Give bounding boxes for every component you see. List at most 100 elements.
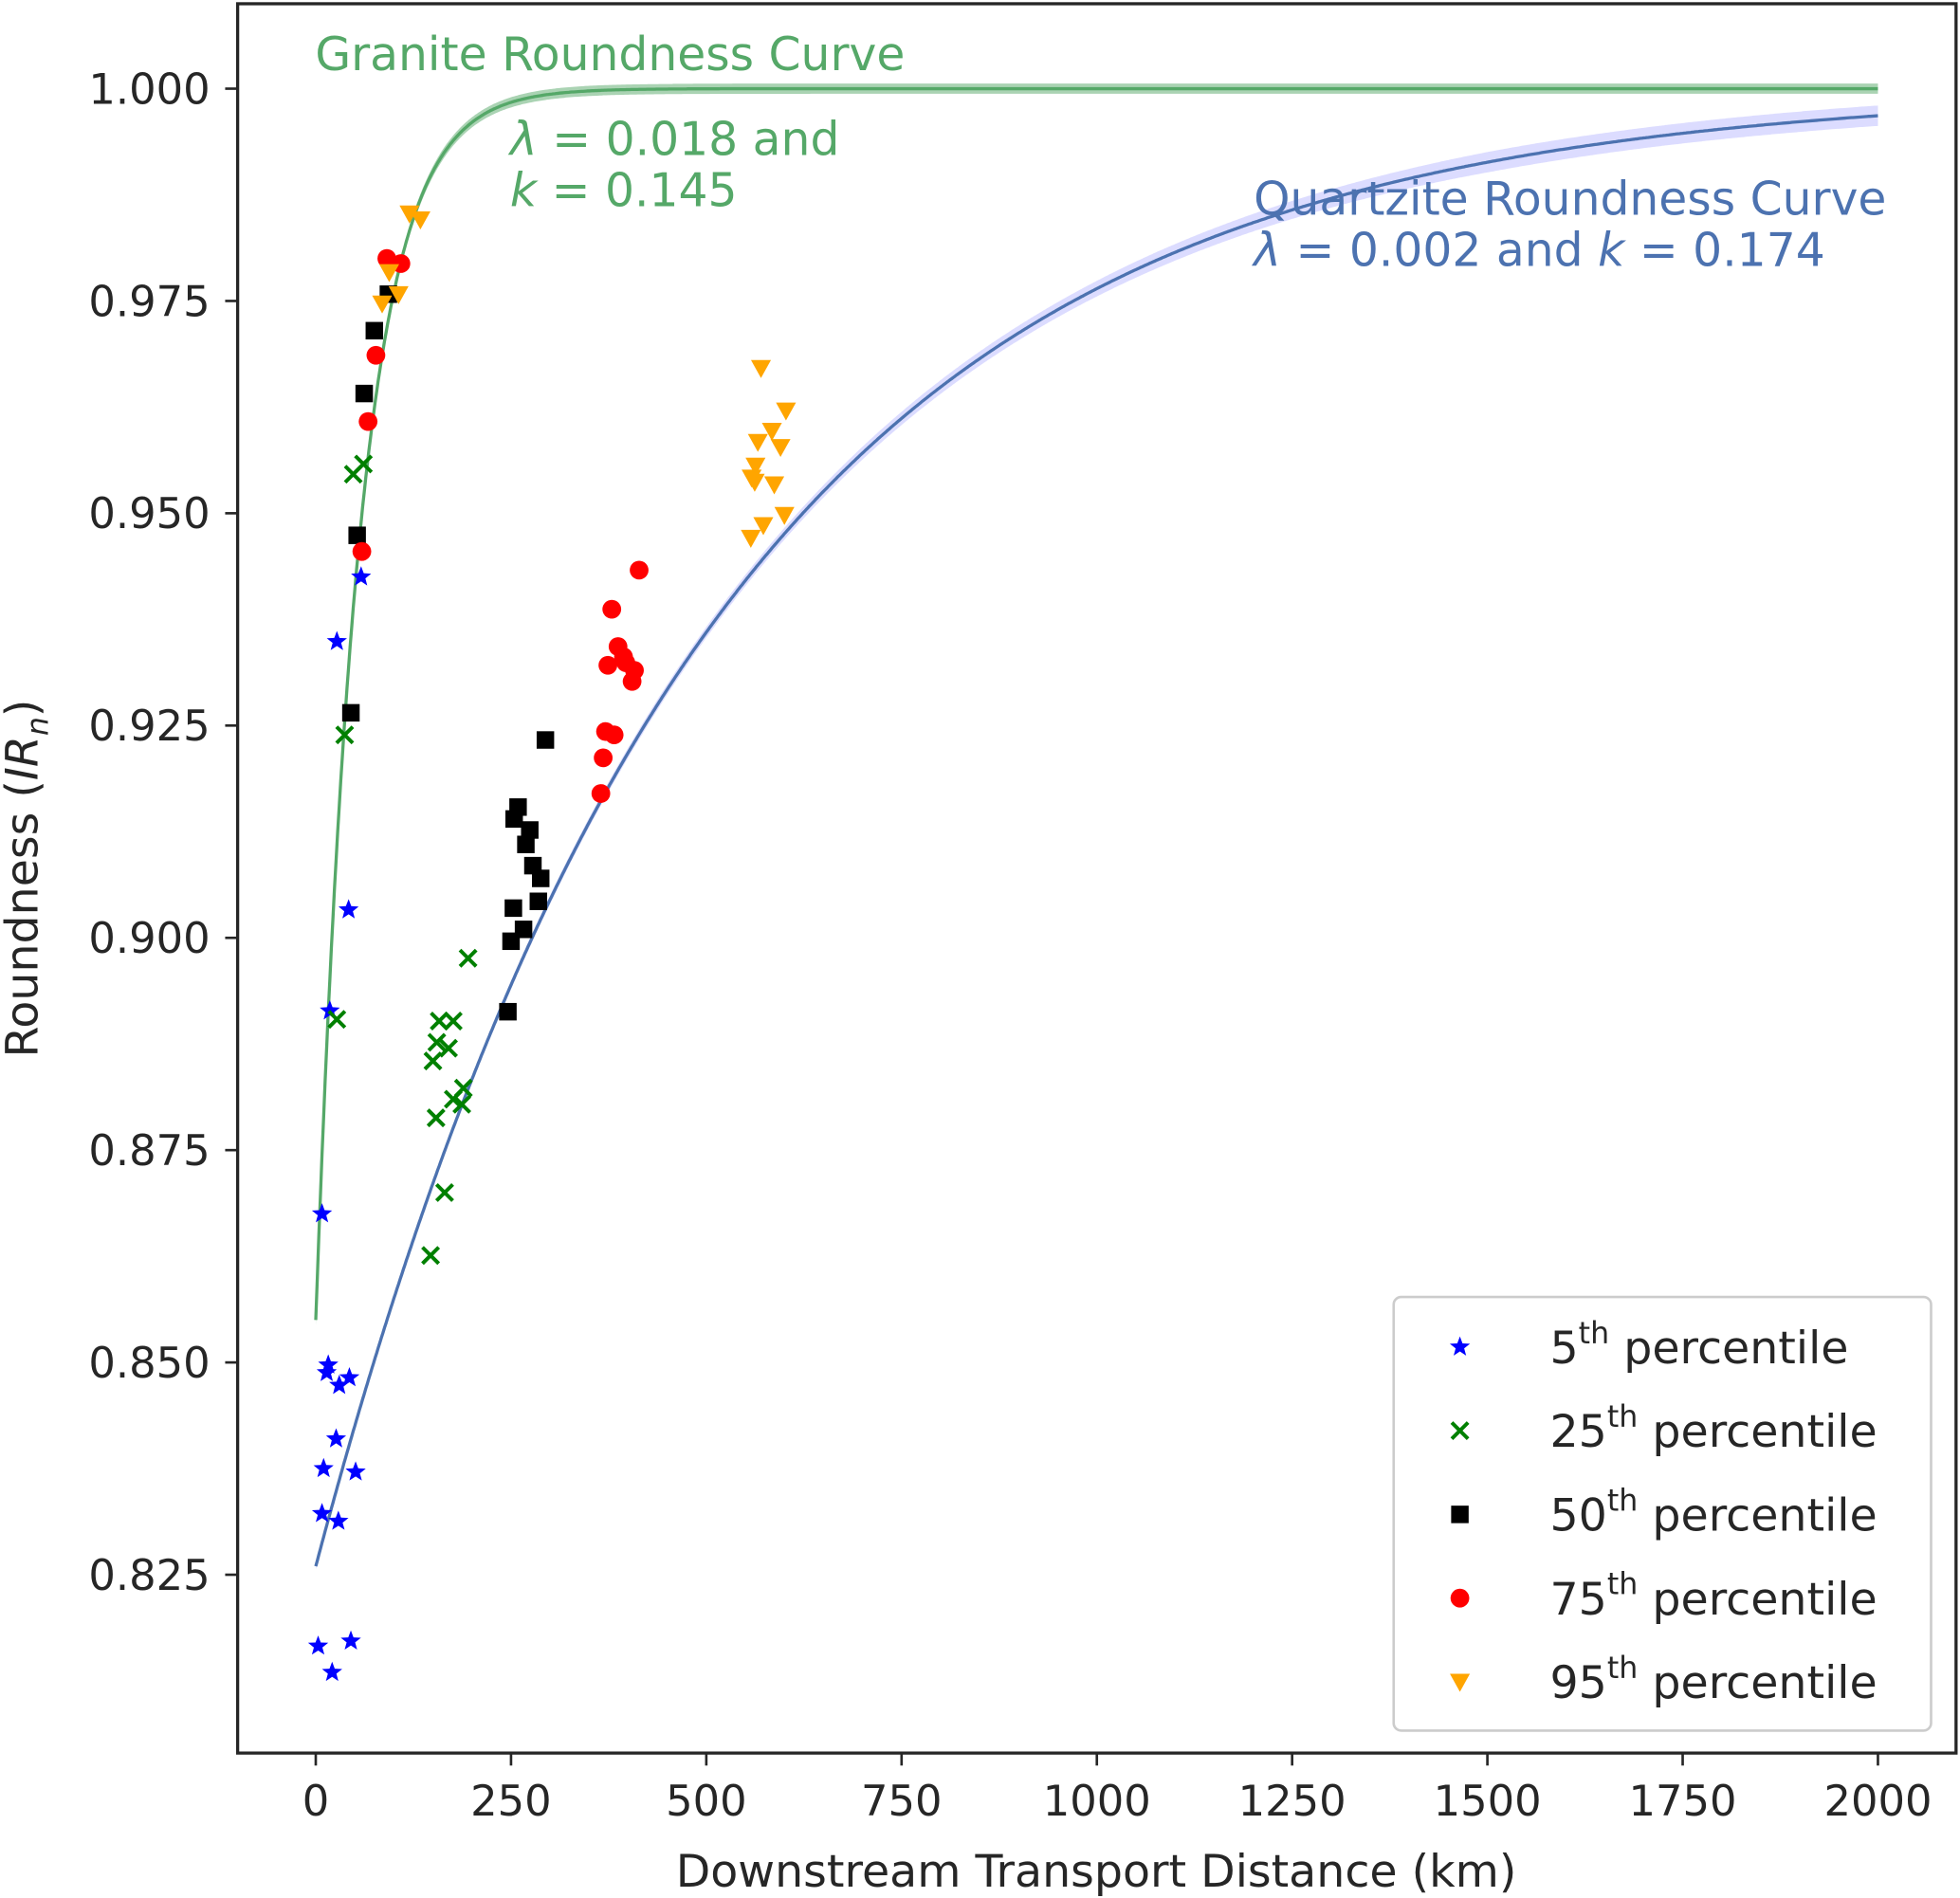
y-tick-label: 0.950 <box>88 488 210 538</box>
triangle-down-marker-95th <box>410 211 430 230</box>
star-marker-5th <box>351 566 372 586</box>
triangle-down-marker-95th <box>761 423 782 442</box>
x-marker-25th <box>444 1012 463 1031</box>
x-axis-ticks: 0 250 500 750 1000 1250 1500 1750 2000 <box>302 1753 1932 1826</box>
triangle-down-marker-95th <box>745 457 766 476</box>
triangle-down-marker-95th <box>763 476 785 495</box>
y-tick-label: 0.900 <box>88 913 210 963</box>
star-marker-5th <box>326 630 347 650</box>
svg-text:λ = 0.002 and k = 0.174: λ = 0.002 and k = 0.174 <box>1251 225 1825 278</box>
y-tick-label: 0.975 <box>88 276 210 326</box>
x-marker-25th <box>421 1246 441 1266</box>
granite-curve-line <box>314 86 1878 1321</box>
circle-marker-75th <box>622 671 642 691</box>
x-marker-25th <box>423 1051 443 1071</box>
x-marker-25th <box>452 1094 472 1114</box>
star-marker-5th <box>320 1000 340 1020</box>
x-tick-label: 750 <box>861 1776 943 1826</box>
square-marker-50th <box>529 892 547 910</box>
star-marker-5th <box>313 1457 334 1478</box>
circle-marker-75th <box>602 599 622 619</box>
y-axis-label: Roundness (IRn) <box>0 700 55 1058</box>
x-marker-25th <box>439 1038 458 1058</box>
quartzite-curve-line <box>314 114 1878 1567</box>
square-marker-50th <box>505 810 523 829</box>
legend-ordinal: 95 <box>1549 1657 1606 1709</box>
x-tick-label: 1000 <box>1043 1776 1151 1826</box>
star-marker-5th <box>340 1630 361 1650</box>
legend-marker-25th <box>1450 1421 1470 1441</box>
x-marker-25th <box>426 1108 446 1128</box>
star-marker-5th <box>339 1366 360 1387</box>
svg-text:Granite Roundness Curve: Granite Roundness Curve <box>315 28 905 82</box>
x-marker-25th <box>444 1089 463 1109</box>
x-marker-25th <box>434 1182 454 1202</box>
triangle-down-marker-95th <box>747 433 768 452</box>
legend-ordinal: 5 <box>1549 1323 1578 1375</box>
y-tick-label: 0.875 <box>88 1125 210 1176</box>
x-marker-25th <box>427 1032 447 1052</box>
triangle-down-marker-95th <box>776 402 797 421</box>
y-tick-label: 0.825 <box>88 1550 210 1600</box>
legend-ordinal-suffix: th <box>1607 1568 1638 1602</box>
star-marker-5th <box>328 1510 349 1530</box>
legend-label: 75th percentile <box>1549 1568 1877 1626</box>
legend-label: 5th percentile <box>1549 1317 1848 1375</box>
x-tick-label: 1250 <box>1238 1776 1346 1826</box>
legend-ordinal: 25 <box>1549 1406 1606 1458</box>
circle-marker-75th <box>594 748 614 768</box>
x-marker-25th <box>327 1010 347 1030</box>
y-tick-label: 0.925 <box>88 701 210 751</box>
legend-ordinal: 50 <box>1549 1490 1606 1542</box>
circle-marker-75th <box>604 725 624 745</box>
legend-text: percentile <box>1638 1406 1877 1458</box>
square-marker-50th <box>521 821 539 839</box>
circle-marker-75th <box>352 541 372 561</box>
square-marker-50th <box>341 703 360 722</box>
x-marker-25th <box>354 454 374 474</box>
triangle-down-marker-95th <box>378 264 399 283</box>
triangle-down-marker-95th <box>372 295 393 314</box>
legend-ordinal-suffix: th <box>1607 1484 1638 1518</box>
square-marker-50th <box>532 869 550 887</box>
legend-text: percentile <box>1609 1323 1848 1375</box>
star-marker-5th <box>329 1375 350 1395</box>
square-marker-50th <box>504 899 522 918</box>
x-marker-25th <box>458 948 478 968</box>
square-marker-50th <box>517 835 535 853</box>
x-tick-label: 500 <box>666 1776 747 1826</box>
legend-marker-50th <box>1451 1506 1469 1524</box>
square-marker-50th <box>502 932 521 951</box>
x-tick-label: 2000 <box>1823 1776 1932 1826</box>
triangle-down-marker-95th <box>750 359 772 378</box>
svg-text:k = 0.145: k = 0.145 <box>510 164 738 217</box>
legend-label: 95th percentile <box>1549 1652 1877 1709</box>
circle-marker-75th <box>377 248 396 268</box>
square-marker-50th <box>365 321 384 340</box>
triangle-down-marker-95th <box>774 506 795 525</box>
circle-marker-75th <box>591 784 611 803</box>
star-marker-5th <box>316 1361 338 1381</box>
triangle-down-marker-95th <box>399 205 420 224</box>
legend-marker-5th <box>1449 1336 1471 1356</box>
y-tick-label: 1.000 <box>88 64 210 114</box>
x-axis-label: Downstream Transport Distance (km) <box>676 1846 1517 1898</box>
legend-label: 50th percentile <box>1549 1484 1877 1542</box>
triangle-down-marker-95th <box>741 529 761 548</box>
legend-ordinal-suffix: th <box>1579 1317 1609 1351</box>
star-marker-5th <box>321 1661 342 1682</box>
circle-marker-75th <box>630 560 649 580</box>
svg-text:λ = 0.018 and: λ = 0.018 and <box>507 113 839 166</box>
legend-ordinal-suffix: th <box>1607 1652 1638 1686</box>
x-marker-25th <box>335 725 355 745</box>
legend-text: percentile <box>1638 1657 1877 1709</box>
legend-marker-95th <box>1450 1673 1471 1692</box>
star-marker-5th <box>307 1635 329 1655</box>
square-marker-50th <box>355 384 374 403</box>
legend-marker-75th <box>1450 1588 1470 1608</box>
y-axis-ticks: 0.825 0.850 0.875 0.900 0.925 0.950 0.975 1.000 <box>88 64 238 1600</box>
star-marker-5th <box>325 1428 347 1448</box>
circle-marker-75th <box>598 655 617 675</box>
